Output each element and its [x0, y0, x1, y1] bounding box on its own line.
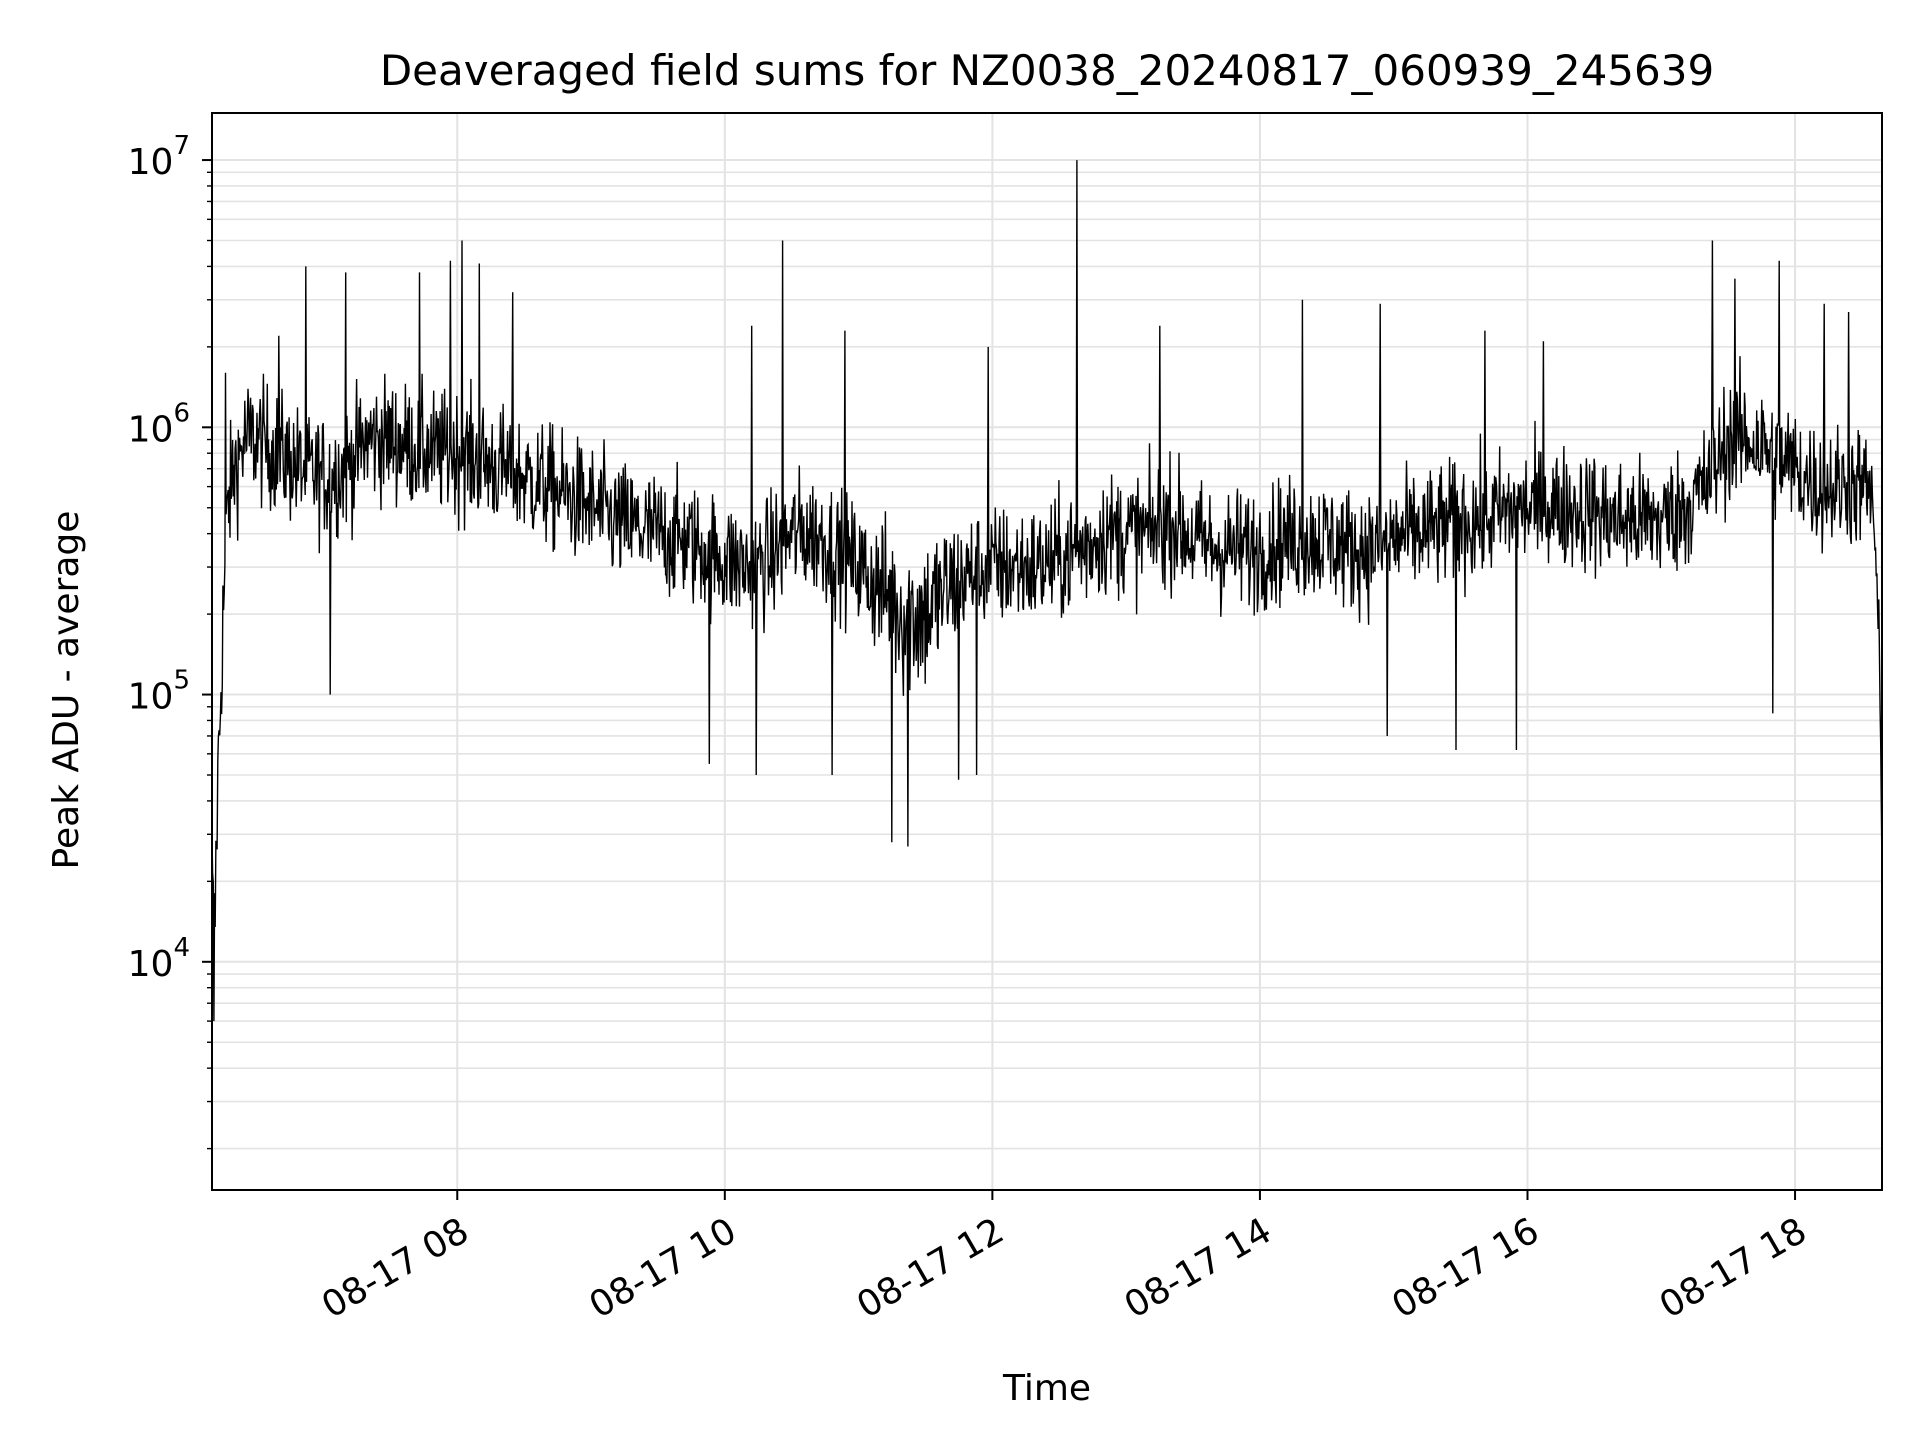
- y-tick-label: 106: [128, 398, 190, 450]
- y-tick-label: 105: [128, 666, 190, 718]
- plot-area: [211, 160, 1883, 1022]
- y-axis-label: Peak ADU - average: [46, 511, 87, 870]
- y-tick-label: 107: [128, 131, 190, 183]
- x-axis-label: Time: [1002, 1368, 1091, 1409]
- y-axis: 104 105 106 107: [128, 131, 212, 1150]
- series-line: [211, 160, 1883, 1022]
- chart-title: Deaveraged field sums for NZ0038_2024081…: [380, 46, 1714, 95]
- axes-frame: [211, 112, 1883, 1191]
- grid: [212, 113, 1882, 1190]
- y-tick-label: 104: [128, 933, 190, 985]
